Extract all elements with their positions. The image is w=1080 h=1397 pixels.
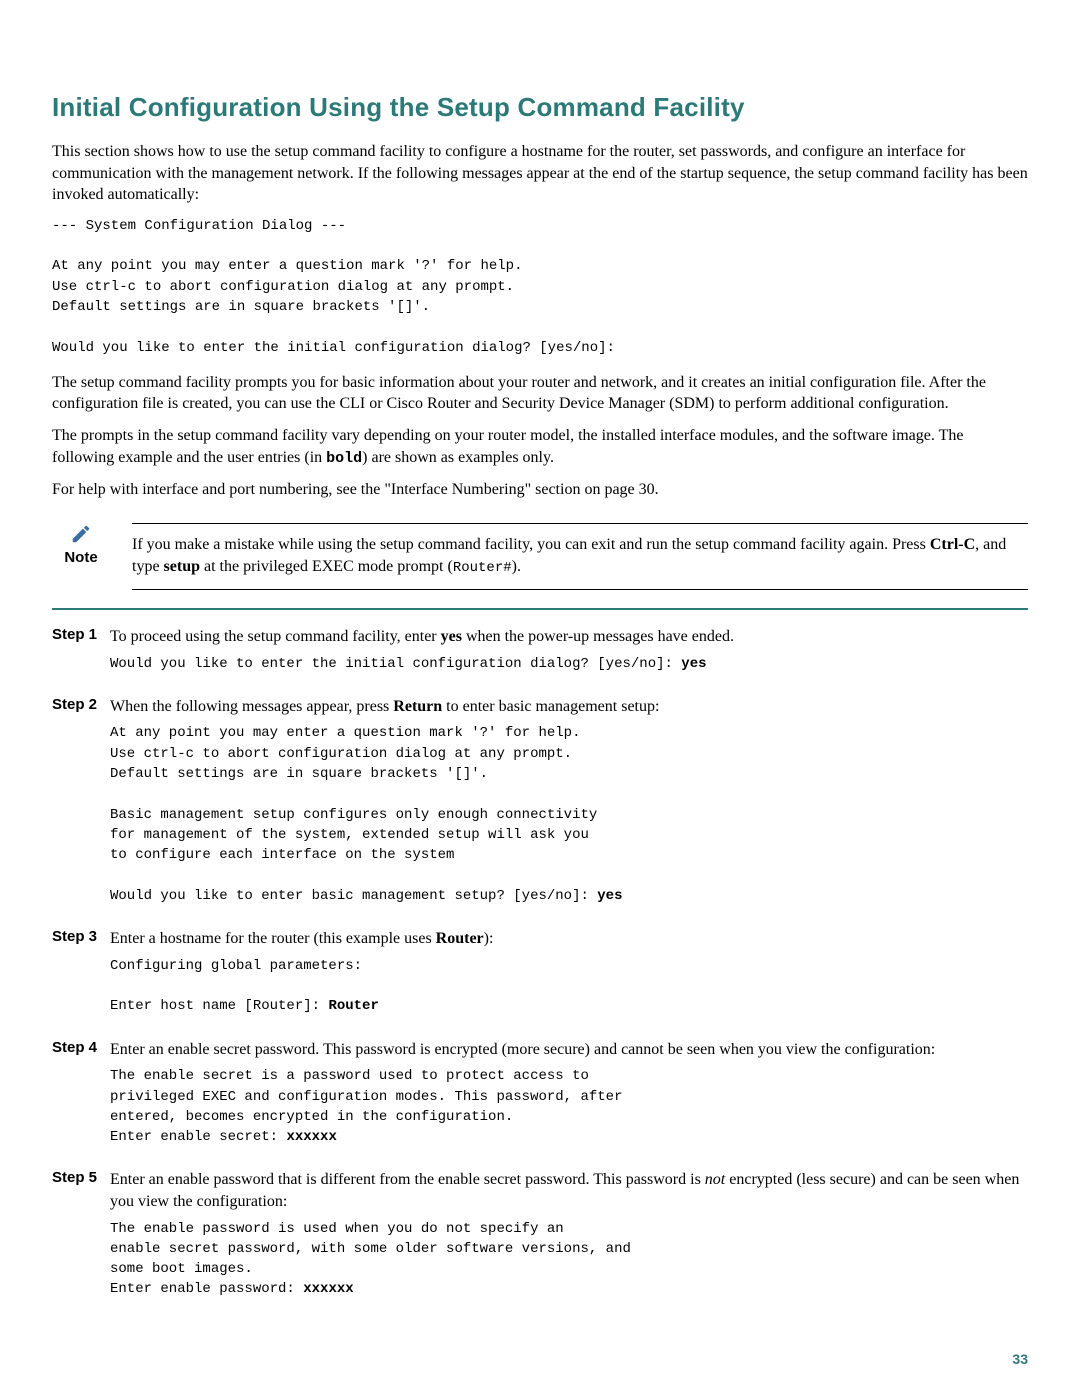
step-5: Step 5 Enter an enable password that is …: [52, 1169, 1028, 1307]
pencil-icon: [70, 523, 92, 545]
mid-para2-after: ) are shown as examples only.: [362, 449, 554, 466]
step-1-text: To proceed using the setup command facil…: [110, 626, 1028, 648]
step-1-label: Step 1: [52, 626, 110, 682]
step-4-label: Step 4: [52, 1039, 110, 1156]
s1-code-bold: yes: [681, 656, 706, 672]
note-ctrlc: Ctrl-C: [930, 536, 975, 553]
step-2-body: When the following messages appear, pres…: [110, 696, 1028, 914]
s2-code-a: At any point you may enter a question ma…: [110, 725, 597, 903]
intro-paragraph: This section shows how to use the setup …: [52, 141, 1028, 206]
step-4-text: Enter an enable secret password. This pa…: [110, 1039, 1028, 1061]
s1-after: when the power-up messages have ended.: [462, 628, 734, 645]
s3-after: ):: [484, 930, 494, 947]
note-line3: at the privileged EXEC mode prompt (: [200, 558, 453, 575]
note-block: Note If you make a mistake while using t…: [52, 523, 1028, 590]
mid-paragraph-1: The setup command facility prompts you f…: [52, 372, 1028, 415]
s1-code-before: Would you like to enter the initial conf…: [110, 656, 681, 672]
step-1: Step 1 To proceed using the setup comman…: [52, 626, 1028, 682]
s2-code-bold: yes: [597, 888, 622, 904]
step-2-text: When the following messages appear, pres…: [110, 696, 1028, 718]
s2-return: Return: [393, 698, 442, 715]
step-2-code: At any point you may enter a question ma…: [110, 723, 1028, 906]
step-5-code: The enable password is used when you do …: [110, 1219, 1028, 1300]
step-1-code: Would you like to enter the initial conf…: [110, 654, 1028, 674]
s5-not: not: [705, 1171, 725, 1188]
s3-router: Router: [436, 930, 484, 947]
note-body: If you make a mistake while using the se…: [132, 523, 1028, 590]
mid-paragraph-2: The prompts in the setup command facilit…: [52, 425, 1028, 469]
note-text: If you make a mistake while using the se…: [132, 536, 1006, 575]
step-2-label: Step 2: [52, 696, 110, 914]
intro-code-block: --- System Configuration Dialog --- At a…: [52, 216, 1028, 358]
s5-code-a: The enable password is used when you do …: [110, 1221, 631, 1298]
mid-para2-bold: bold: [326, 450, 362, 467]
step-3: Step 3 Enter a hostname for the router (…: [52, 928, 1028, 1024]
steps-rule: [52, 608, 1028, 610]
step-4-body: Enter an enable secret password. This pa…: [110, 1039, 1028, 1156]
step-2: Step 2 When the following messages appea…: [52, 696, 1028, 914]
page-number: 33: [1012, 1351, 1028, 1367]
note-line1: If you make a mistake while using the se…: [132, 536, 930, 553]
s4-code-bold: xxxxxx: [286, 1129, 336, 1145]
step-4-code: The enable secret is a password used to …: [110, 1066, 1028, 1147]
s2-after: to enter basic management setup:: [442, 698, 659, 715]
s2-before: When the following messages appear, pres…: [110, 698, 393, 715]
note-prompt: Router#: [453, 560, 512, 576]
page-title: Initial Configuration Using the Setup Co…: [52, 92, 1028, 123]
note-label: Note: [64, 549, 97, 566]
s1-yes: yes: [441, 628, 462, 645]
step-3-body: Enter a hostname for the router (this ex…: [110, 928, 1028, 1024]
s3-before: Enter a hostname for the router (this ex…: [110, 930, 436, 947]
s4-code-a: The enable secret is a password used to …: [110, 1068, 622, 1145]
s3-code-a: Configuring global parameters: Enter hos…: [110, 958, 362, 1015]
step-4: Step 4 Enter an enable secret password. …: [52, 1039, 1028, 1156]
s3-code-bold: Router: [328, 998, 378, 1014]
note-left: Note: [52, 523, 110, 566]
step-5-body: Enter an enable password that is differe…: [110, 1169, 1028, 1307]
s5-code-bold: xxxxxx: [303, 1281, 353, 1297]
step-5-text: Enter an enable password that is differe…: [110, 1169, 1028, 1212]
step-3-label: Step 3: [52, 928, 110, 1024]
step-1-body: To proceed using the setup command facil…: [110, 626, 1028, 682]
s5-before: Enter an enable password that is differe…: [110, 1171, 705, 1188]
note-setup: setup: [164, 558, 200, 575]
step-3-code: Configuring global parameters: Enter hos…: [110, 956, 1028, 1017]
mid-paragraph-3: For help with interface and port numberi…: [52, 479, 1028, 501]
s1-before: To proceed using the setup command facil…: [110, 628, 441, 645]
step-3-text: Enter a hostname for the router (this ex…: [110, 928, 1028, 950]
note-line4: ).: [512, 558, 521, 575]
step-5-label: Step 5: [52, 1169, 110, 1307]
